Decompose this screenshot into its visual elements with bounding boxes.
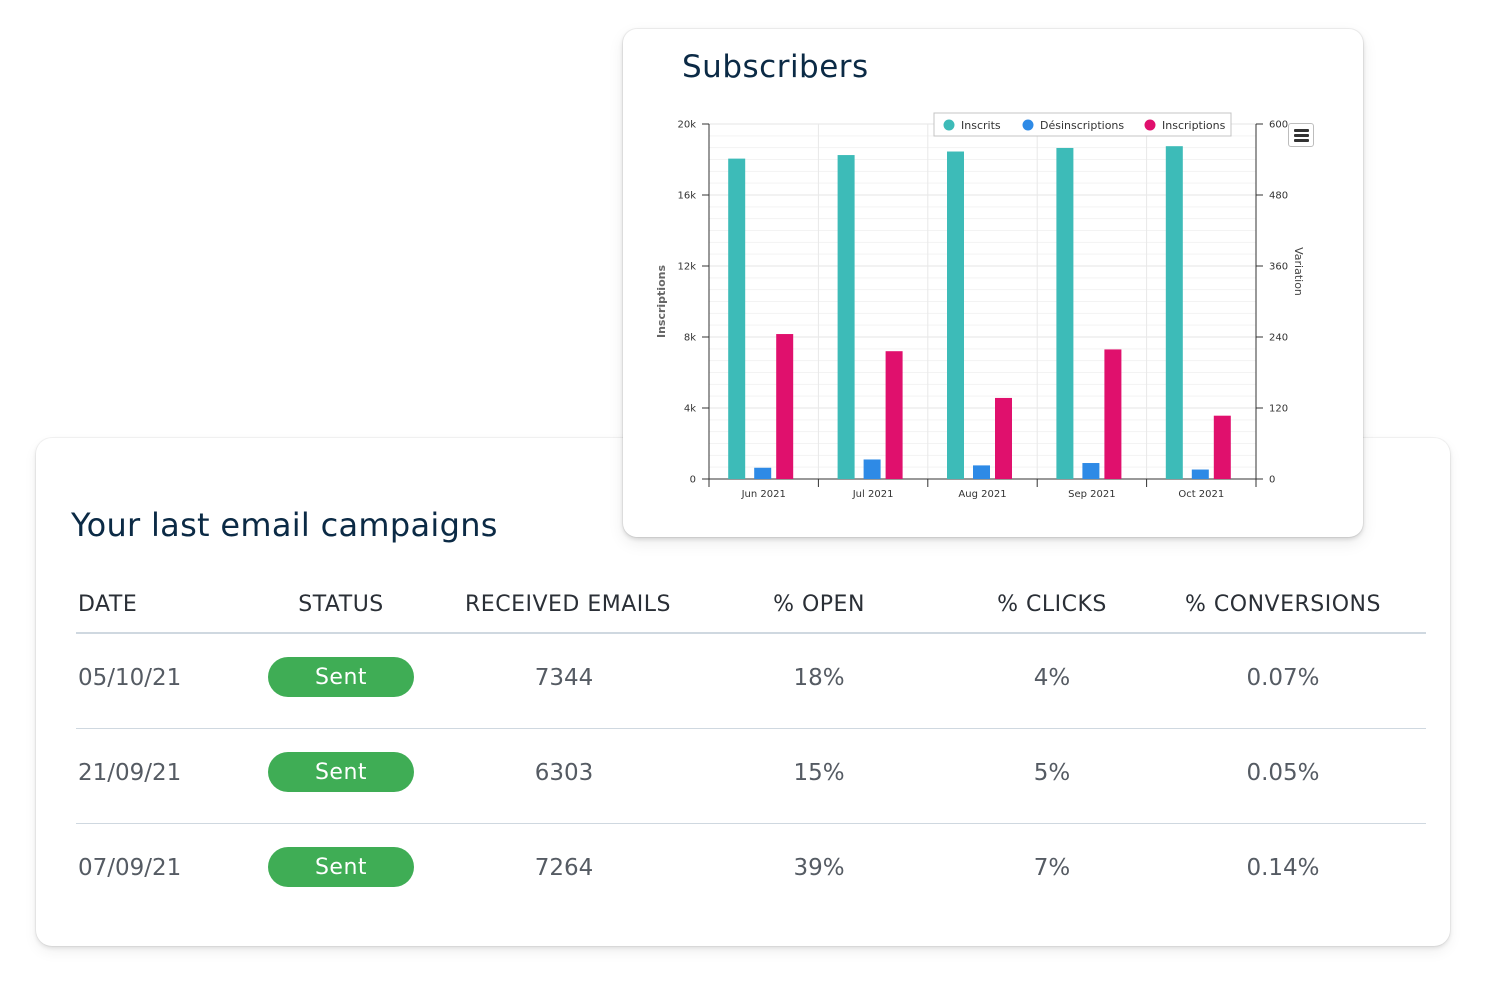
bar-désinscriptions — [754, 467, 772, 479]
bar-inscriptions — [995, 397, 1012, 479]
cell-open-rate: 18% — [793, 665, 845, 691]
status-badge: Sent — [268, 847, 414, 887]
y2-axis-title: Variation — [1292, 247, 1305, 296]
cell-date: 21/09/21 — [78, 760, 182, 786]
column-header-clicks: % CLICKS — [997, 592, 1107, 617]
cell-click-rate: 5% — [1033, 760, 1071, 786]
cell-open-rate: 39% — [793, 855, 845, 881]
status-badge: Sent — [268, 752, 414, 792]
legend-marker — [1144, 119, 1156, 131]
cell-conversion-rate: 0.14% — [1246, 855, 1320, 881]
cell-click-rate: 7% — [1033, 855, 1071, 881]
cell-received-emails: 7264 — [534, 855, 594, 881]
campaigns-title: Your last email campaigns — [71, 506, 498, 544]
cell-conversion-rate: 0.07% — [1246, 665, 1320, 691]
bar-inscrits — [728, 158, 746, 480]
chart-legend — [933, 112, 1232, 137]
y-tick-label: 12k — [677, 262, 696, 273]
x-tick-label: Sep 2021 — [1068, 489, 1115, 500]
hamburger-menu-icon[interactable] — [1288, 123, 1314, 147]
column-header-status: STATUS — [298, 592, 384, 617]
cell-date: 05/10/21 — [78, 665, 182, 691]
legend-marker — [1022, 119, 1034, 131]
table-header: DATE STATUS RECEIVED EMAILS % OPEN % CLI… — [76, 578, 1426, 634]
cell-date: 07/09/21 — [78, 855, 182, 881]
cell-open-rate: 15% — [793, 760, 845, 786]
legend-marker — [943, 119, 955, 131]
bar-inscriptions — [1213, 415, 1231, 479]
column-header-received-emails: RECEIVED EMAILS — [465, 592, 671, 617]
cell-received-emails: 6303 — [534, 760, 594, 786]
bar-inscrits — [837, 155, 855, 479]
table-row[interactable]: 07/09/21 Sent 7264 39% 7% 0.14% — [76, 824, 1426, 918]
x-tick-label: Oct 2021 — [1178, 489, 1224, 500]
legend-label: Désinscriptions — [1040, 119, 1124, 132]
chart-title: Subscribers — [682, 49, 869, 85]
campaigns-table: DATE STATUS RECEIVED EMAILS % OPEN % CLI… — [76, 578, 1426, 918]
column-header-open: % OPEN — [773, 592, 865, 617]
column-header-conversions: % CONVERSIONS — [1185, 592, 1381, 617]
cell-received-emails: 7344 — [534, 665, 594, 691]
bar-désinscriptions — [1082, 463, 1100, 479]
y2-tick-label: 360 — [1269, 262, 1288, 273]
table-row[interactable]: 05/10/21 Sent 7344 18% 4% 0.07% — [76, 634, 1426, 729]
y2-tick-label: 600 — [1269, 120, 1288, 131]
bar-désinscriptions — [863, 459, 881, 479]
y-axis-title: Inscriptions — [655, 265, 668, 338]
y-tick-label: 20k — [677, 120, 696, 131]
table-row[interactable]: 21/09/21 Sent 6303 15% 5% 0.05% — [76, 729, 1426, 824]
y2-tick-label: 240 — [1269, 333, 1288, 344]
bar-inscrits — [1165, 146, 1183, 479]
status-badge: Sent — [268, 657, 414, 697]
bar-désinscriptions — [1191, 469, 1209, 479]
bar-inscriptions — [776, 334, 794, 479]
column-header-date: DATE — [78, 592, 138, 617]
y2-tick-label: 480 — [1269, 191, 1288, 202]
subscribers-chart-card: Subscribers 0 4k 8k 12k 16k 20k 0 120 240 360 480 6… — [623, 29, 1363, 537]
x-tick-label: Jul 2021 — [852, 489, 894, 500]
bar-inscriptions — [1104, 349, 1122, 479]
bar-inscrits — [1056, 147, 1074, 479]
y2-tick-label: 120 — [1269, 404, 1288, 415]
x-tick-label: Jun 2021 — [741, 489, 786, 500]
y-tick-label: 4k — [684, 404, 696, 415]
y-tick-label: 16k — [677, 191, 696, 202]
legend-label: Inscriptions — [1162, 119, 1226, 132]
x-tick-label: Aug 2021 — [958, 489, 1006, 500]
bar-inscriptions — [885, 351, 903, 479]
bar-désinscriptions — [973, 465, 990, 479]
bar-inscrits — [947, 151, 964, 479]
subscribers-chart: 0 4k 8k 12k 16k 20k 0 120 240 360 480 600 Jun 2021 Ju… — [655, 112, 1305, 500]
y-tick-label: 0 — [690, 475, 696, 486]
legend-label: Inscrits — [961, 119, 1001, 132]
y-tick-label: 8k — [684, 333, 696, 344]
cell-conversion-rate: 0.05% — [1246, 760, 1320, 786]
cell-click-rate: 4% — [1033, 665, 1071, 691]
y2-tick-label: 0 — [1269, 475, 1275, 486]
